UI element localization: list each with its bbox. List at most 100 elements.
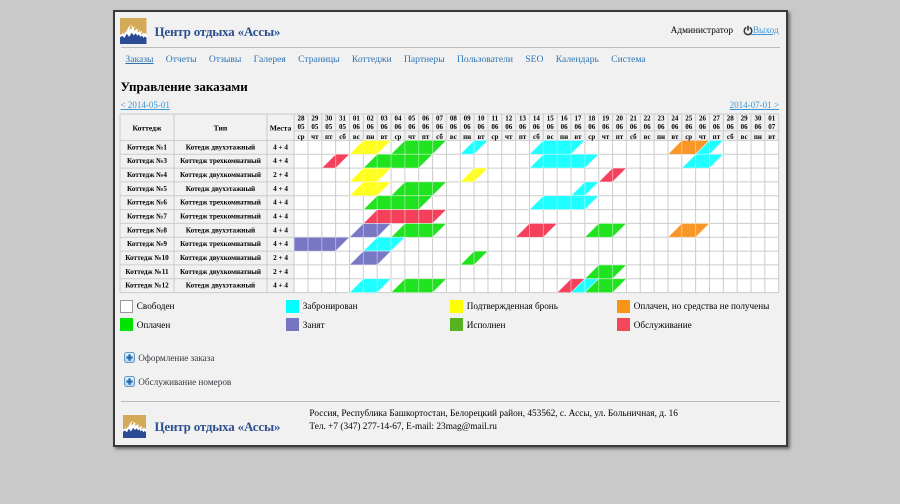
svg-text:06: 06: [381, 123, 389, 131]
svg-text:пн: пн: [366, 133, 374, 141]
svg-text:вс: вс: [547, 133, 554, 141]
svg-text:10: 10: [478, 114, 486, 122]
svg-text:06: 06: [574, 123, 582, 131]
svg-text:30: 30: [754, 114, 762, 122]
svg-text:Коттедж №8: Коттедж №8: [127, 226, 167, 234]
svg-text:06: 06: [685, 123, 693, 131]
svg-text:пт: пт: [422, 133, 430, 141]
svg-text:06: 06: [630, 123, 638, 131]
svg-text:06: 06: [422, 114, 430, 122]
svg-text:4 + 4: 4 + 4: [273, 240, 288, 248]
svg-text:Коттедж №1: Коттедж №1: [127, 143, 167, 151]
svg-text:Коттедж: Коттедж: [133, 124, 162, 133]
svg-text:Коттедж двухкомнатный: Коттедж двухкомнатный: [180, 254, 261, 262]
svg-text:07: 07: [768, 123, 776, 131]
svg-text:пт: пт: [616, 133, 624, 141]
svg-text:пн: пн: [657, 133, 665, 141]
svg-text:06: 06: [353, 123, 361, 131]
svg-text:28: 28: [298, 114, 306, 122]
svg-text:пн: пн: [463, 133, 471, 141]
svg-text:Коттедж трехкомнатный: Коттедж трехкомнатный: [180, 212, 261, 220]
svg-text:Котедж двухэтажный: Котедж двухэтажный: [186, 226, 255, 234]
svg-text:вс: вс: [741, 133, 748, 141]
svg-text:2 + 4: 2 + 4: [273, 254, 288, 262]
svg-text:14: 14: [533, 114, 541, 122]
svg-text:12: 12: [505, 114, 512, 122]
svg-text:ср: ср: [685, 133, 692, 141]
svg-text:05: 05: [298, 123, 306, 131]
svg-text:29: 29: [741, 114, 749, 122]
svg-text:чт: чт: [505, 133, 513, 141]
svg-text:чт: чт: [311, 133, 319, 141]
svg-text:Коттедж двухкомнатный: Коттедж двухкомнатный: [180, 171, 261, 179]
svg-text:05: 05: [311, 123, 319, 131]
svg-text:24: 24: [671, 114, 679, 122]
svg-text:06: 06: [713, 123, 721, 131]
svg-text:чт: чт: [602, 133, 610, 141]
svg-text:19: 19: [602, 114, 610, 122]
svg-text:06: 06: [436, 123, 444, 131]
svg-text:11: 11: [492, 114, 499, 122]
svg-text:06: 06: [727, 123, 735, 131]
svg-text:06: 06: [408, 123, 416, 131]
svg-text:06: 06: [671, 123, 679, 131]
svg-text:06: 06: [561, 123, 569, 131]
svg-text:01: 01: [353, 114, 361, 122]
svg-text:пт: пт: [713, 133, 721, 141]
svg-text:03: 03: [381, 114, 389, 122]
svg-text:вт: вт: [477, 133, 485, 141]
svg-text:Коттедж трехкомнатный: Коттедж трехкомнатный: [180, 199, 261, 207]
svg-text:06: 06: [588, 123, 596, 131]
svg-text:вт: вт: [768, 133, 776, 141]
svg-text:08: 08: [450, 114, 458, 122]
svg-text:ср: ср: [298, 133, 305, 141]
svg-text:05: 05: [408, 114, 416, 122]
svg-text:Коттедж №12: Коттедж №12: [125, 282, 169, 290]
svg-text:вс: вс: [644, 133, 651, 141]
svg-text:07: 07: [436, 114, 444, 122]
svg-text:09: 09: [464, 114, 472, 122]
svg-text:06: 06: [491, 123, 499, 131]
svg-text:17: 17: [574, 114, 582, 122]
svg-text:Коттедж №7: Коттедж №7: [127, 212, 167, 220]
svg-text:сб: сб: [436, 133, 443, 141]
svg-text:01: 01: [768, 114, 776, 122]
svg-text:ср: ср: [394, 133, 401, 141]
svg-text:23: 23: [658, 114, 666, 122]
svg-text:ср: ср: [491, 133, 498, 141]
svg-text:31: 31: [339, 114, 347, 122]
svg-text:Котедж двухэтажный: Котедж двухэтажный: [186, 143, 255, 151]
svg-text:4 + 4: 4 + 4: [273, 226, 288, 234]
svg-text:15: 15: [547, 114, 555, 122]
svg-text:2 + 4: 2 + 4: [273, 268, 288, 276]
svg-text:вс: вс: [450, 133, 457, 141]
svg-text:4 + 4: 4 + 4: [273, 143, 288, 151]
svg-text:06: 06: [422, 123, 430, 131]
svg-text:пт: пт: [325, 133, 333, 141]
svg-text:06: 06: [658, 123, 666, 131]
svg-text:18: 18: [588, 114, 596, 122]
svg-text:02: 02: [367, 114, 375, 122]
svg-text:4 + 4: 4 + 4: [273, 185, 288, 193]
svg-text:пн: пн: [560, 133, 568, 141]
svg-text:06: 06: [450, 123, 458, 131]
svg-text:28: 28: [727, 114, 735, 122]
svg-text:04: 04: [394, 114, 402, 122]
svg-text:вт: вт: [574, 133, 582, 141]
svg-text:Места: Места: [270, 124, 292, 133]
svg-text:06: 06: [547, 123, 555, 131]
svg-text:06: 06: [754, 123, 762, 131]
svg-text:сб: сб: [630, 133, 637, 141]
svg-text:06: 06: [367, 123, 375, 131]
svg-text:Коттедж трехкомнатный: Коттедж трехкомнатный: [180, 240, 261, 248]
svg-text:06: 06: [478, 123, 486, 131]
svg-text:06: 06: [394, 123, 402, 131]
svg-text:Коттедж №10: Коттедж №10: [125, 254, 169, 262]
svg-text:Коттедж №6: Коттедж №6: [127, 199, 167, 207]
svg-text:20: 20: [616, 114, 624, 122]
svg-text:сб: сб: [339, 133, 346, 141]
svg-text:13: 13: [519, 114, 527, 122]
svg-text:4 + 4: 4 + 4: [273, 212, 288, 220]
svg-text:06: 06: [519, 123, 527, 131]
svg-text:27: 27: [713, 114, 721, 122]
